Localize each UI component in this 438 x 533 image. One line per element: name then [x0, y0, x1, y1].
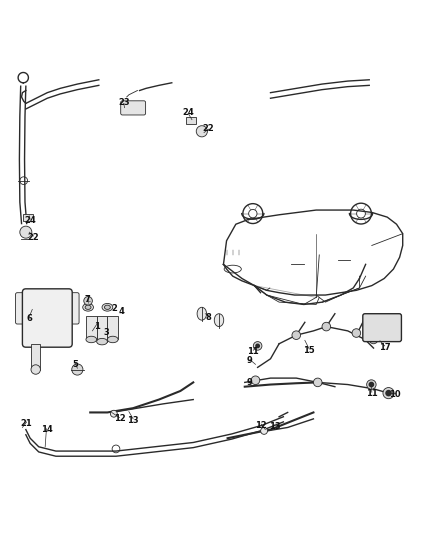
Circle shape — [386, 391, 391, 395]
Text: 9: 9 — [246, 378, 252, 387]
FancyBboxPatch shape — [121, 101, 145, 115]
Ellipse shape — [83, 303, 93, 311]
Circle shape — [383, 387, 394, 399]
Circle shape — [352, 329, 360, 337]
Text: 6: 6 — [26, 313, 32, 322]
Circle shape — [256, 344, 259, 348]
FancyBboxPatch shape — [363, 314, 401, 342]
FancyBboxPatch shape — [15, 293, 79, 324]
Text: 8: 8 — [206, 313, 212, 321]
Bar — [23, 214, 33, 221]
Text: 13: 13 — [269, 422, 281, 431]
Circle shape — [196, 126, 208, 137]
Text: 9: 9 — [247, 357, 253, 366]
Bar — [86, 316, 97, 340]
Text: 13: 13 — [127, 416, 139, 425]
Text: 23: 23 — [118, 98, 130, 107]
Circle shape — [72, 364, 83, 375]
Ellipse shape — [197, 308, 207, 320]
Text: 24: 24 — [24, 216, 36, 225]
Circle shape — [84, 296, 92, 305]
Bar — [31, 344, 40, 369]
Circle shape — [20, 226, 32, 238]
Text: 22: 22 — [28, 233, 39, 242]
Bar — [107, 316, 118, 340]
Circle shape — [251, 376, 260, 384]
Text: 11: 11 — [247, 347, 259, 356]
Circle shape — [322, 322, 331, 331]
Ellipse shape — [214, 314, 224, 327]
FancyBboxPatch shape — [22, 289, 72, 347]
Ellipse shape — [102, 303, 113, 311]
Text: 12: 12 — [255, 421, 267, 430]
Text: 4: 4 — [118, 308, 124, 317]
Text: 11: 11 — [366, 389, 378, 398]
Circle shape — [292, 331, 300, 340]
Bar — [186, 117, 196, 124]
Circle shape — [369, 335, 378, 344]
Circle shape — [367, 380, 376, 389]
Circle shape — [31, 365, 40, 374]
Text: 14: 14 — [41, 425, 52, 434]
Text: 3: 3 — [104, 328, 110, 337]
Text: 5: 5 — [72, 360, 78, 369]
Text: 7: 7 — [85, 295, 90, 304]
Circle shape — [261, 427, 268, 434]
Ellipse shape — [107, 336, 118, 343]
Ellipse shape — [104, 305, 110, 309]
Circle shape — [253, 342, 262, 350]
Text: 21: 21 — [21, 419, 32, 427]
Bar — [97, 316, 107, 342]
Circle shape — [314, 378, 322, 386]
Text: 22: 22 — [203, 124, 215, 133]
Text: 12: 12 — [113, 414, 125, 423]
Text: 15: 15 — [303, 346, 315, 354]
Text: 1: 1 — [94, 322, 99, 331]
Text: 24: 24 — [182, 108, 194, 117]
Ellipse shape — [97, 338, 107, 345]
Text: 2: 2 — [111, 304, 117, 313]
Ellipse shape — [85, 305, 91, 309]
Ellipse shape — [86, 336, 97, 343]
Circle shape — [369, 382, 374, 386]
Text: 17: 17 — [379, 343, 391, 352]
Text: 10: 10 — [389, 390, 401, 399]
Circle shape — [110, 410, 117, 417]
